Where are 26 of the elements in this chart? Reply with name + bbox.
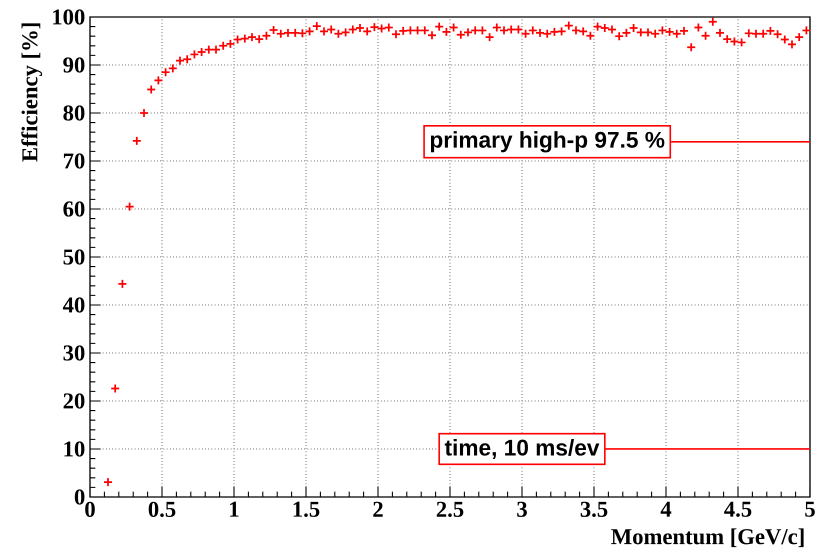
x-tick-label: 3.5 [580, 502, 608, 518]
x-tick-label: 3 [517, 502, 527, 517]
y-tick-label: 80 [63, 105, 84, 121]
annotation: primary high-p 97.5 % [430, 131, 664, 152]
y-tick-label: 0 [74, 489, 84, 505]
y-tick-label: 100 [53, 9, 84, 25]
x-tick-label: 1.5 [294, 502, 320, 517]
x-tick-label: 1 [230, 502, 238, 517]
annotation: time, 10 ms/ev [444, 439, 600, 459]
x-tick-label: 0 [85, 502, 95, 517]
x-tick-label: 2.5 [436, 502, 464, 518]
y-tick-label: 70 [64, 153, 84, 169]
y-tick-label: 40 [62, 297, 84, 313]
y-tick-label: 60 [63, 201, 84, 217]
x-tick-label: 4.5 [724, 502, 752, 517]
y-tick-label: 20 [64, 393, 84, 409]
y-axis-title: Efficiency [%] [21, 23, 42, 162]
y-tick-label: 50 [64, 249, 84, 265]
x-tick-label: 0.5 [148, 502, 176, 518]
x-tick-label: 2 [373, 502, 383, 517]
y-tick-label: 30 [63, 345, 84, 361]
x-axis-title: Momentum [GeV/c] [611, 528, 804, 548]
x-tick-label: 5 [805, 502, 815, 517]
y-tick-label: 90 [63, 57, 84, 73]
y-tick-label: 10 [64, 441, 84, 457]
x-tick-label: 4 [660, 502, 672, 517]
